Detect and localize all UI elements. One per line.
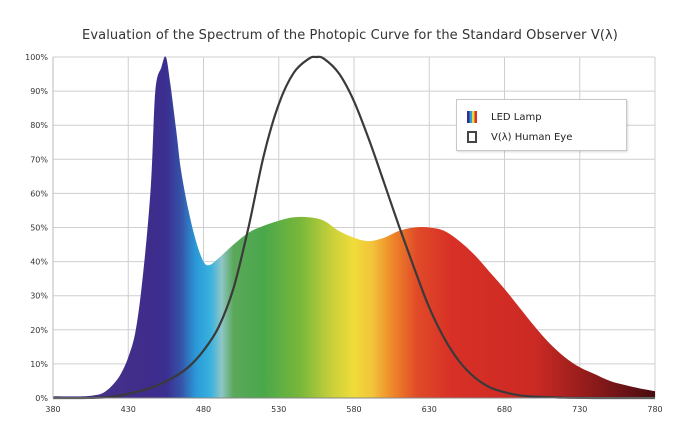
x-axis-ticks: 380 430 480 530 580 630 680 730 780: [45, 405, 662, 414]
y-tick-label: 0%: [35, 394, 48, 403]
legend-swatch-rainbow-icon: [467, 111, 477, 123]
chart-title: Evaluation of the Spectrum of the Photop…: [82, 28, 618, 43]
legend-label-led-lamp: LED Lamp: [491, 111, 542, 123]
legend-swatch-box-icon: [467, 131, 477, 143]
led-lamp-series: [53, 56, 655, 399]
y-tick-label: 80%: [30, 121, 48, 130]
x-tick-label: 680: [497, 405, 512, 414]
y-tick-label: 60%: [30, 189, 48, 198]
axes: [52, 57, 655, 399]
y-tick-label: 100%: [25, 53, 48, 62]
y-tick-label: 70%: [30, 155, 48, 164]
y-axis-ticks: 0% 10% 20% 30% 40% 50% 60% 70% 80% 90% 100%: [25, 53, 48, 403]
x-tick-label: 480: [196, 405, 211, 414]
x-tick-label: 430: [121, 405, 136, 414]
human-eye-series: [52, 55, 655, 400]
x-tick-label: 580: [346, 405, 361, 414]
y-tick-label: 90%: [30, 87, 48, 96]
x-tick-label: 780: [647, 405, 662, 414]
x-tick-label: 530: [271, 405, 286, 414]
chart-legend: LED Lamp V(λ) Human Eye: [456, 99, 627, 151]
led-lamp-area: [53, 56, 655, 399]
legend-label-human-eye: V(λ) Human Eye: [491, 131, 573, 143]
y-tick-label: 20%: [30, 326, 48, 335]
y-tick-label: 10%: [30, 360, 48, 369]
legend-item-led-lamp: LED Lamp: [467, 110, 542, 124]
legend-item-human-eye: V(λ) Human Eye: [467, 130, 572, 144]
x-tick-label: 730: [572, 405, 587, 414]
y-tick-label: 40%: [30, 258, 48, 267]
x-tick-label: 630: [422, 405, 437, 414]
y-tick-label: 30%: [30, 292, 48, 301]
y-tick-label: 50%: [30, 224, 48, 233]
x-tick-label: 380: [45, 405, 60, 414]
human-eye-line: [52, 55, 655, 400]
